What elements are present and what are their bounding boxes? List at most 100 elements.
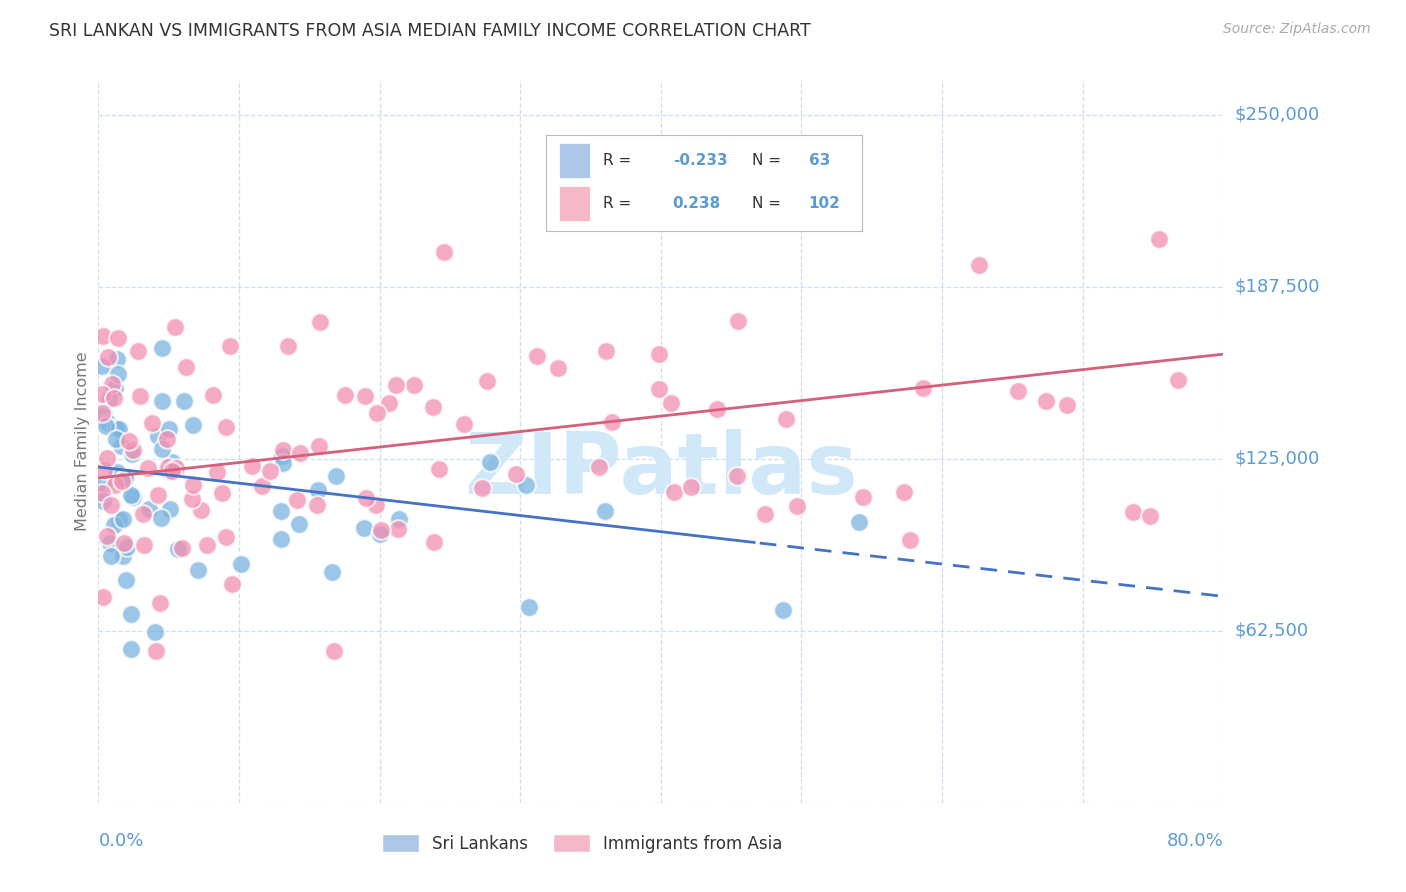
Point (150, 442, 173, 457)
Point (91, 591, 114, 605)
Point (132, 538, 155, 552)
Point (148, 596, 170, 610)
Point (195, 538, 218, 552)
Point (105, 432, 128, 446)
Point (388, 512, 411, 526)
Point (471, 482, 494, 496)
Point (143, 624, 166, 639)
Point (181, 418, 204, 433)
Point (453, 417, 475, 431)
Text: R =: R = (603, 196, 631, 211)
Point (270, 533, 292, 547)
Point (91, 486, 114, 500)
Text: Source: ZipAtlas.com: Source: ZipAtlas.com (1223, 22, 1371, 37)
Point (602, 415, 624, 429)
Point (271, 443, 294, 458)
Point (353, 521, 375, 535)
Point (91, 329, 114, 343)
Point (103, 518, 125, 533)
Point (271, 456, 294, 470)
Point (659, 396, 682, 410)
Point (900, 533, 922, 548)
Point (967, 258, 990, 272)
Text: -0.233: -0.233 (672, 153, 727, 168)
Point (181, 477, 204, 491)
Point (187, 563, 209, 577)
Point (148, 488, 170, 502)
Point (285, 493, 308, 508)
Point (475, 374, 498, 388)
Point (912, 381, 935, 395)
Point (648, 347, 671, 361)
Point (90, 387, 112, 401)
Point (97, 392, 120, 407)
Point (277, 338, 299, 352)
Point (157, 422, 180, 436)
Point (100, 498, 122, 512)
Point (141, 416, 163, 430)
Point (121, 490, 143, 504)
Point (107, 368, 129, 382)
Point (160, 464, 183, 478)
Point (108, 422, 131, 436)
Point (150, 393, 173, 408)
Point (97, 351, 120, 365)
Point (156, 460, 179, 475)
Point (231, 557, 253, 571)
Point (122, 443, 145, 458)
Point (775, 411, 797, 425)
Text: $187,500: $187,500 (1234, 277, 1320, 296)
Point (288, 446, 311, 460)
Point (114, 471, 136, 485)
Point (215, 530, 238, 544)
Point (96, 529, 118, 543)
Point (97, 417, 120, 431)
Point (120, 607, 142, 621)
Point (288, 517, 311, 532)
Point (308, 315, 330, 329)
Point (679, 480, 702, 494)
Text: ZIPatlas: ZIPatlas (464, 429, 858, 512)
Point (110, 439, 132, 453)
Point (215, 420, 238, 434)
Bar (558, 186, 591, 221)
Point (115, 540, 138, 554)
Point (250, 479, 273, 493)
Point (515, 477, 537, 491)
Point (1007, 384, 1029, 399)
Point (307, 483, 329, 497)
Text: $125,000: $125,000 (1234, 450, 1320, 467)
Point (1139, 508, 1161, 523)
Point (114, 469, 136, 483)
Point (180, 491, 202, 506)
Point (90, 406, 112, 420)
Point (219, 339, 242, 353)
Point (893, 484, 915, 499)
Text: 102: 102 (808, 196, 841, 211)
Point (111, 511, 134, 525)
Point (160, 455, 183, 469)
Text: 80.0%: 80.0% (1167, 831, 1223, 850)
Point (848, 516, 870, 530)
Point (104, 420, 127, 434)
Point (325, 469, 347, 483)
Point (107, 331, 129, 345)
Point (595, 344, 617, 359)
Point (156, 432, 179, 446)
Point (588, 460, 610, 475)
Y-axis label: Median Family Income: Median Family Income (75, 351, 90, 532)
Point (170, 541, 193, 555)
Point (149, 511, 172, 525)
Point (852, 491, 875, 505)
Point (271, 450, 294, 464)
Point (259, 464, 281, 478)
Point (370, 523, 392, 537)
Point (165, 460, 187, 475)
Point (121, 447, 143, 461)
Point (166, 542, 188, 557)
Point (101, 377, 124, 392)
Point (120, 641, 142, 656)
Point (94, 419, 117, 434)
Text: SRI LANKAN VS IMMIGRANTS FROM ASIA MEDIAN FAMILY INCOME CORRELATION CHART: SRI LANKAN VS IMMIGRANTS FROM ASIA MEDIA… (49, 22, 811, 40)
Point (157, 464, 180, 478)
